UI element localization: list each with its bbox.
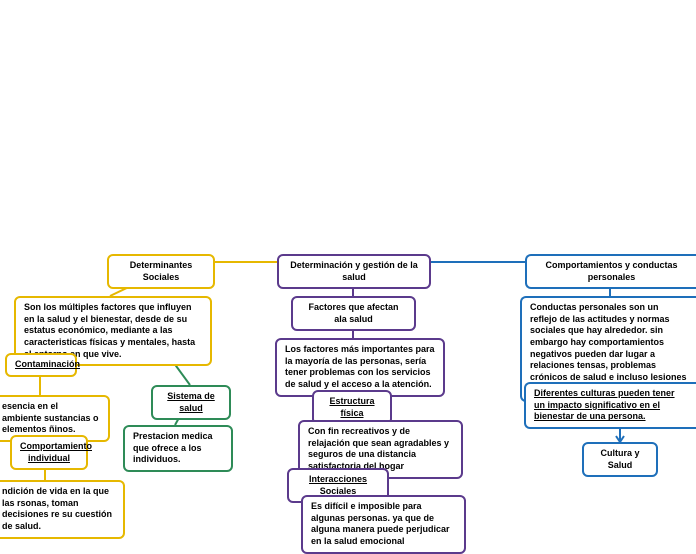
comportamiento-node: Comportamiento individual	[10, 435, 88, 470]
factores-node: Factores que afectan ala salud	[291, 296, 416, 331]
sistema-node: Sistema de salud	[151, 385, 231, 420]
root-node: Determinación y gestión de la salud	[277, 254, 431, 289]
cultura-salud-node: Cultura y Salud	[582, 442, 658, 477]
contaminacion-node: Contaminación	[5, 353, 77, 377]
culturas-node: Diferentes culturas pueden tener un impa…	[524, 382, 696, 429]
comp-desc-node: ndición de vida en la que las rsonas, to…	[0, 480, 125, 539]
factores-desc-node: Los factores más importantes para la may…	[275, 338, 445, 397]
comportamientos-node: Comportamientos y conductas personales	[525, 254, 696, 289]
determinantes-node: Determinantes Sociales	[107, 254, 215, 289]
inter-desc-node: Es difícil e imposible para algunas pers…	[301, 495, 466, 554]
sistema-desc-node: Prestacion medica que ofrece a los indiv…	[123, 425, 233, 472]
